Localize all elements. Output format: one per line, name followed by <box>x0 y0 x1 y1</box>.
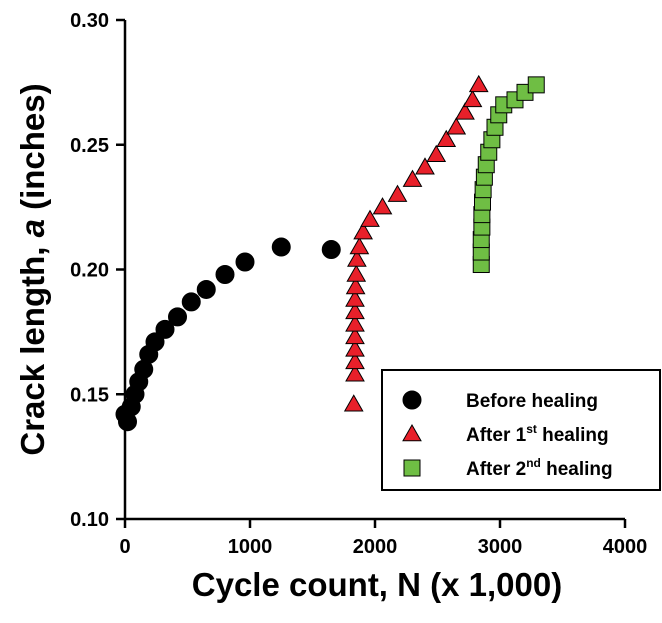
legend-marker <box>402 423 422 442</box>
x-tick-label: 1000 <box>228 536 273 558</box>
plot-area <box>115 74 545 432</box>
data-point <box>468 74 489 93</box>
x-tick-label: 2000 <box>353 536 398 558</box>
series-3 <box>472 76 545 274</box>
data-point <box>446 117 467 135</box>
data-point <box>345 339 365 357</box>
data-point <box>215 264 235 284</box>
legend-marker <box>402 390 422 410</box>
data-point <box>271 237 291 257</box>
x-tick-label: 4000 <box>603 536 648 558</box>
legend: Before healing After 1st healing After 2nd… <box>381 369 661 491</box>
data-point <box>345 289 365 307</box>
y-tick-label: 0.30 <box>70 10 109 32</box>
data-point <box>321 240 341 260</box>
data-point <box>345 276 366 295</box>
data-point <box>145 332 165 352</box>
x-tick-label: 3000 <box>478 536 523 558</box>
data-point <box>168 307 187 327</box>
data-point <box>527 76 545 94</box>
data-point <box>181 292 201 312</box>
data-point <box>372 197 393 215</box>
data-point <box>387 184 408 202</box>
data-point <box>426 144 447 162</box>
data-point <box>436 129 457 148</box>
series-1 <box>115 237 341 432</box>
legend-box <box>381 369 661 491</box>
data-point <box>347 249 367 267</box>
data-point <box>360 209 380 227</box>
y-tick-label: 0.10 <box>70 509 109 531</box>
data-point <box>155 319 175 339</box>
legend-label: After 1st healing <box>466 422 609 446</box>
data-point <box>402 169 423 187</box>
data-point <box>345 301 365 320</box>
axis-titles: Cycle count, N (x 1,000) Crack length, a … <box>14 83 562 603</box>
y-tick-label: 0.25 <box>70 135 109 157</box>
y-tick-label: 0.20 <box>70 260 109 282</box>
data-point <box>345 326 365 345</box>
data-point <box>343 394 364 412</box>
data-point <box>462 89 483 108</box>
legend-label: After 2nd healing <box>466 456 613 480</box>
series-2 <box>343 74 489 412</box>
legend-marker <box>403 459 421 477</box>
x-axis-title: Cycle count, N (x 1,000) <box>192 566 562 603</box>
y-tick-label: 0.15 <box>70 384 109 406</box>
data-point <box>345 314 365 332</box>
data-point <box>349 237 370 255</box>
data-point <box>346 264 367 282</box>
data-point <box>345 351 365 370</box>
x-tick-label: 0 <box>119 536 130 558</box>
y-axis-title: Crack length, a (inches) <box>14 83 51 455</box>
axes: 0.10 0.15 0.20 0.25 0.30 0 1000 2000 3000 4000 <box>70 10 647 558</box>
data-point <box>353 222 373 240</box>
data-point <box>415 157 435 175</box>
data-point <box>455 102 475 120</box>
legend-label: Before healing <box>466 391 598 412</box>
data-point <box>345 364 365 382</box>
data-point <box>196 279 216 299</box>
data-point <box>235 252 255 272</box>
